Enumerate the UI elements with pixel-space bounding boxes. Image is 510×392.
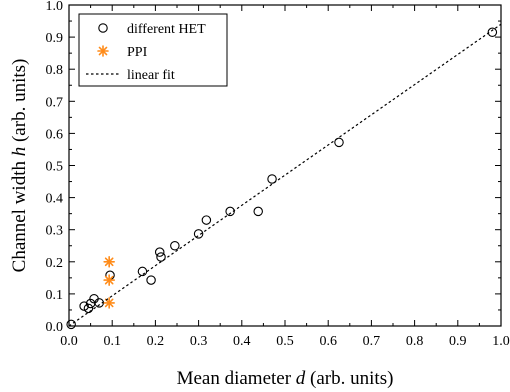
het-point xyxy=(225,206,235,217)
het-point xyxy=(487,27,498,38)
x-tick-label: 0.5 xyxy=(276,334,294,349)
x-tick-label: 0.9 xyxy=(449,334,467,349)
het-point xyxy=(267,174,277,184)
het-point xyxy=(146,275,156,285)
het-point xyxy=(193,229,204,239)
legend-het-marker xyxy=(98,23,108,33)
y-tick-label: 0.1 xyxy=(46,288,64,303)
het-point xyxy=(201,215,212,225)
y-tick-label: 0.5 xyxy=(46,160,64,175)
het-point xyxy=(253,206,263,217)
legend: different HET PPI linear fit xyxy=(78,13,228,87)
y-tick-label: 0.0 xyxy=(46,320,64,335)
legend-label: different HET xyxy=(127,22,206,37)
het-point xyxy=(66,319,76,330)
x-tick-label: 0.4 xyxy=(233,334,251,349)
y-tick-label: 0.6 xyxy=(46,127,64,142)
y-tick-label: 0.4 xyxy=(46,192,64,207)
het-point xyxy=(83,303,94,314)
x-tick-label: 0.8 xyxy=(406,334,424,349)
legend-label: PPI xyxy=(127,45,148,60)
y-tick-label: 1.0 xyxy=(46,0,64,14)
het-point xyxy=(137,266,148,277)
x-axis-title: Mean diameter d (arb. units) xyxy=(177,368,394,389)
x-tick-label: 0.1 xyxy=(103,334,121,349)
y-tick-label: 0.2 xyxy=(46,256,64,271)
y-tick-label: 0.7 xyxy=(46,95,64,110)
x-tick-label: 0.7 xyxy=(363,334,381,349)
het-point xyxy=(154,247,165,257)
plot-area xyxy=(66,23,502,330)
x-tick-label: 0.6 xyxy=(319,334,337,349)
het-point xyxy=(156,252,166,262)
y-tick-label: 0.8 xyxy=(46,63,64,78)
legend-label: linear fit xyxy=(127,68,175,83)
legend-ppi-marker xyxy=(97,45,109,57)
x-tick-label: 0.3 xyxy=(190,334,208,349)
x-tick-label: 1.0 xyxy=(492,334,510,349)
y-tick-label: 0.3 xyxy=(46,224,64,239)
het-point xyxy=(170,241,180,251)
ppi-point xyxy=(103,255,115,268)
y-axis-title: Channel width h (arb. units) xyxy=(9,59,30,273)
het-point xyxy=(334,137,344,148)
y-tick-label: 0.9 xyxy=(46,31,64,46)
ppi-point xyxy=(103,297,115,309)
x-tick-label: 0.0 xyxy=(60,334,78,349)
axes: 0.0 0.1 0.2 0.3 0.4 0.5 0.6 0.7 0.8 0.9 1.0 0.0 0.1 0… xyxy=(46,0,510,349)
x-tick-label: 0.2 xyxy=(147,334,165,349)
ppi-point xyxy=(103,274,115,286)
